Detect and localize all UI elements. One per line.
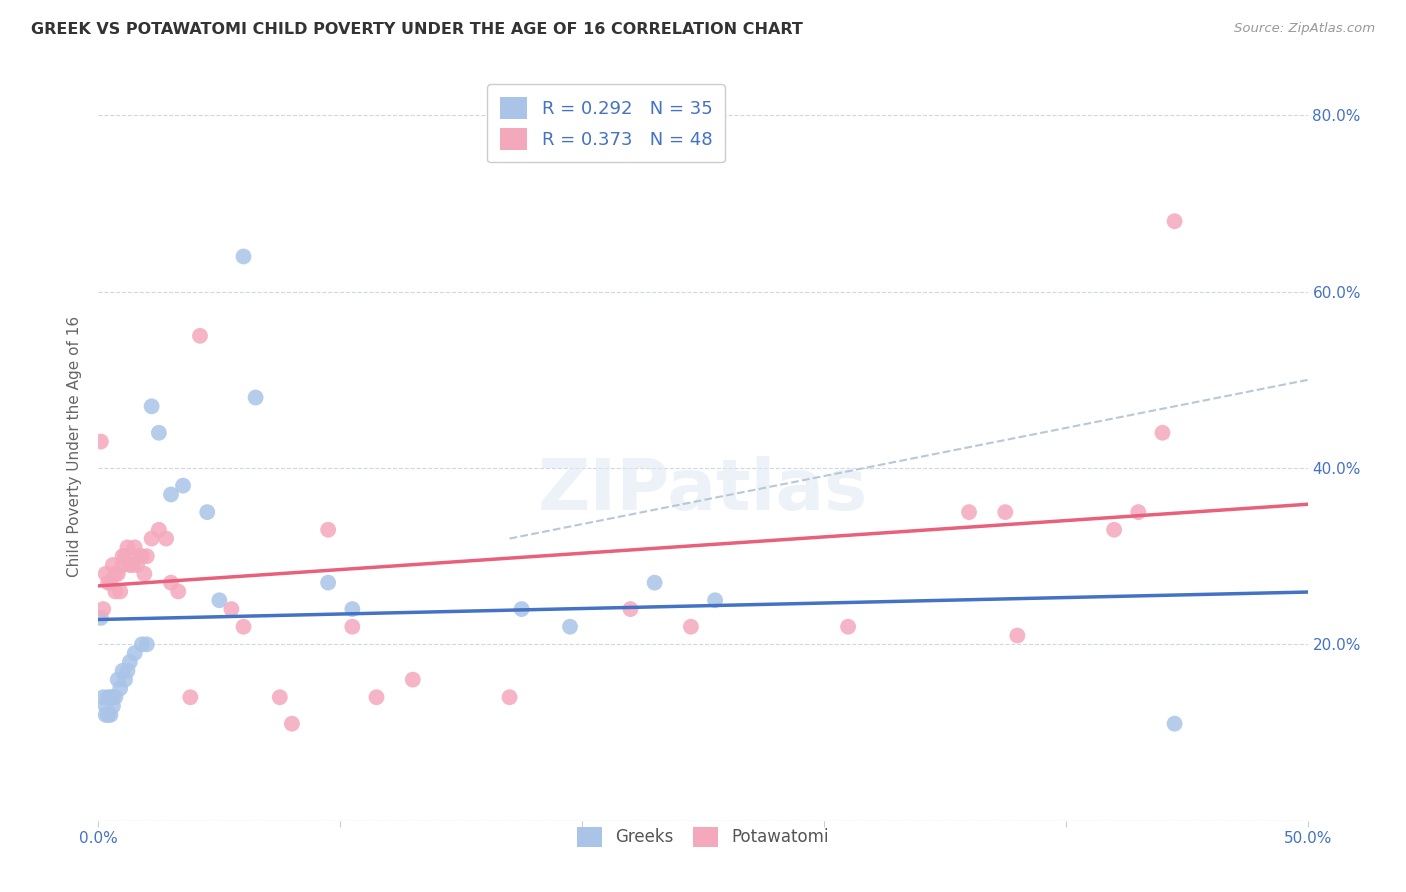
Point <box>141 532 163 546</box>
Point <box>104 584 127 599</box>
Point <box>679 620 702 634</box>
Point <box>91 602 114 616</box>
Point <box>94 566 117 581</box>
Point <box>155 532 177 546</box>
Point <box>114 549 136 564</box>
Point <box>837 620 859 634</box>
Point <box>118 655 141 669</box>
Point <box>619 602 641 616</box>
Y-axis label: Child Poverty Under the Age of 16: Child Poverty Under the Age of 16 <box>67 316 83 576</box>
Point <box>232 250 254 264</box>
Point <box>498 690 520 705</box>
Point <box>117 541 139 555</box>
Point <box>644 575 666 590</box>
Point <box>131 637 153 651</box>
Point <box>127 558 149 572</box>
Point <box>124 541 146 555</box>
Point <box>1102 523 1125 537</box>
Text: ZIPatlas: ZIPatlas <box>538 457 868 525</box>
Point <box>558 620 581 634</box>
Point <box>111 549 134 564</box>
Point <box>1128 505 1150 519</box>
Text: Source: ZipAtlas.com: Source: ZipAtlas.com <box>1234 22 1375 36</box>
Point <box>172 478 194 492</box>
Point <box>160 487 183 501</box>
Point <box>101 699 124 714</box>
Point <box>117 664 139 678</box>
Point <box>188 328 211 343</box>
Point <box>957 505 980 519</box>
Point <box>195 505 218 519</box>
Point <box>118 558 141 572</box>
Point <box>97 707 120 722</box>
Point <box>316 523 339 537</box>
Point <box>366 690 388 705</box>
Point <box>232 620 254 634</box>
Point <box>128 549 150 564</box>
Point <box>100 707 122 722</box>
Point <box>131 549 153 564</box>
Point <box>135 637 157 651</box>
Point <box>316 575 339 590</box>
Point <box>124 646 146 660</box>
Point <box>148 523 170 537</box>
Point <box>1152 425 1174 440</box>
Point <box>134 566 156 581</box>
Point <box>101 558 124 572</box>
Point <box>107 566 129 581</box>
Point <box>94 699 117 714</box>
Point <box>245 391 267 405</box>
Point <box>402 673 425 687</box>
Text: GREEK VS POTAWATOMI CHILD POVERTY UNDER THE AGE OF 16 CORRELATION CHART: GREEK VS POTAWATOMI CHILD POVERTY UNDER … <box>31 22 803 37</box>
Point <box>179 690 201 705</box>
Point <box>167 584 190 599</box>
Point <box>221 602 243 616</box>
Point <box>121 558 143 572</box>
Point <box>91 690 114 705</box>
Point <box>111 664 134 678</box>
Point <box>101 690 124 705</box>
Point <box>100 575 122 590</box>
Point <box>160 575 183 590</box>
Point <box>510 602 533 616</box>
Point <box>148 425 170 440</box>
Point <box>208 593 231 607</box>
Point <box>994 505 1017 519</box>
Point <box>269 690 291 705</box>
Point <box>108 584 131 599</box>
Point <box>94 707 117 722</box>
Point <box>1163 214 1185 228</box>
Point <box>108 681 131 696</box>
Point <box>111 558 134 572</box>
Point <box>104 566 127 581</box>
Point <box>104 690 127 705</box>
Point <box>1007 628 1029 642</box>
Point <box>100 690 122 705</box>
Point <box>114 673 136 687</box>
Point <box>342 620 364 634</box>
Point <box>704 593 727 607</box>
Point <box>342 602 364 616</box>
Point <box>90 434 112 449</box>
Point <box>281 716 304 731</box>
Point <box>97 575 120 590</box>
Point <box>1163 716 1185 731</box>
Point <box>90 611 112 625</box>
Legend: Greeks, Potawatomi: Greeks, Potawatomi <box>569 820 837 854</box>
Point <box>107 673 129 687</box>
Point <box>97 690 120 705</box>
Point <box>141 400 163 414</box>
Point <box>135 549 157 564</box>
